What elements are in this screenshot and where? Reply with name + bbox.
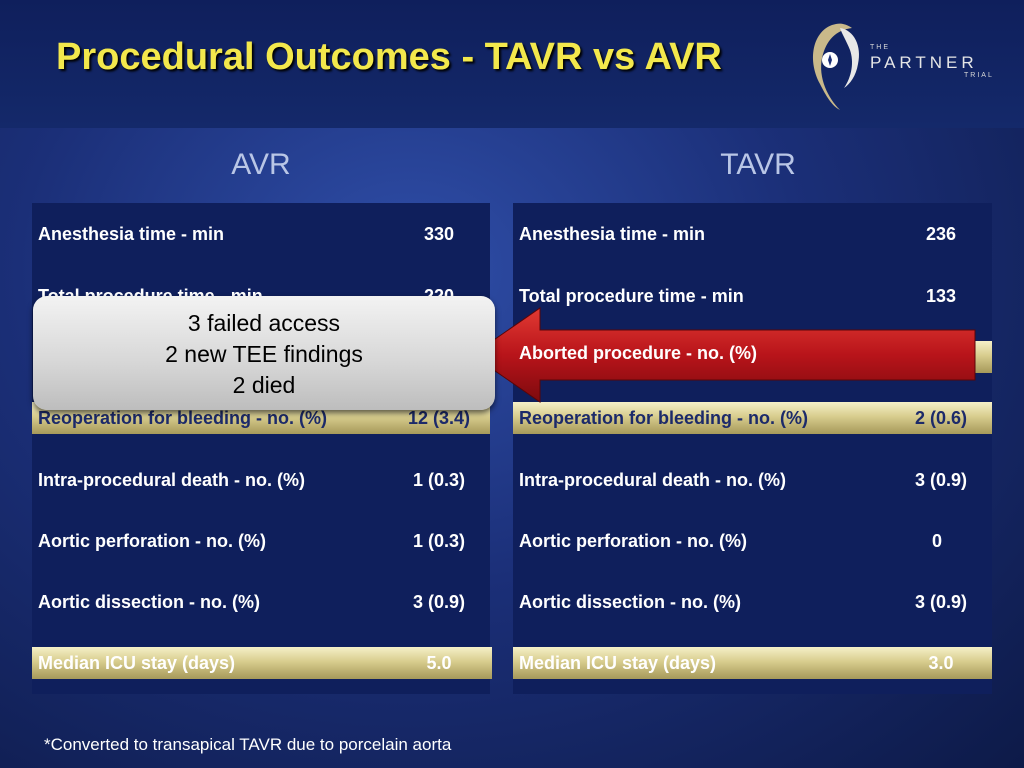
row-label: Aortic perforation - no. (%): [38, 530, 266, 551]
row-label: Reoperation for bleeding - no. (%): [519, 407, 808, 428]
row-value: 330: [423, 223, 455, 244]
aborted-procedure-label: Aborted procedure - no. (%): [519, 343, 757, 363]
table-row: Intra-procedural death - no. (%) 3 (0.9): [513, 464, 992, 496]
row-label: Aortic dissection - no. (%): [519, 591, 742, 612]
row-value: 3 (0.9): [412, 591, 466, 612]
callout-line: 2 new TEE findings: [165, 341, 363, 367]
row-label: Median ICU stay (days): [519, 652, 717, 673]
annotation-callout: 3 failed access 2 new TEE findings 2 die…: [33, 296, 495, 410]
table-row-highlight: Median ICU stay (days) 5.0: [32, 647, 492, 679]
row-value: 5.0: [426, 652, 452, 673]
tavr-table: Anesthesia time - min 236 Total procedur…: [513, 203, 992, 694]
table-row: Anesthesia time - min 236: [513, 218, 992, 250]
logo-trial: TRIAL: [964, 72, 994, 79]
red-arrow: [471, 307, 976, 403]
row-label: Reoperation for bleeding - no. (%): [38, 407, 327, 428]
row-value: 12 (3.4): [407, 407, 471, 428]
table-row: Total procedure time - min 133: [513, 280, 992, 312]
row-value: 3.0: [928, 652, 954, 673]
row-label: Anesthesia time - min: [519, 223, 706, 244]
callout-line: 3 failed access: [187, 310, 341, 336]
row-value: 3 (0.9): [914, 591, 968, 612]
avr-heading: AVR: [231, 148, 291, 181]
table-row: Aortic perforation - no. (%) 1 (0.3): [32, 525, 490, 557]
row-value: 1 (0.3): [412, 469, 466, 490]
row-label: Intra-procedural death - no. (%): [519, 469, 787, 490]
slide-title: Procedural Outcomes - TAVR vs AVR: [56, 36, 722, 78]
row-label: Total procedure time - min: [519, 285, 744, 306]
table-row: Aortic perforation - no. (%) 0: [513, 525, 992, 557]
table-row-highlight: Median ICU stay (days) 3.0: [513, 647, 992, 679]
row-value: 0: [931, 530, 942, 551]
row-value: 3 (0.9): [914, 469, 968, 490]
partner-trial-logo: THE PARTNER TRIAL: [806, 18, 1006, 114]
avr-table: Anesthesia time - min 330 Total procedur…: [32, 203, 492, 694]
table-row: Aortic dissection - no. (%) 3 (0.9): [32, 586, 490, 618]
tavr-heading: TAVR: [720, 148, 796, 181]
logo-the: THE: [870, 44, 890, 51]
table-row: Anesthesia time - min 330: [32, 218, 490, 250]
table-row: Aortic dissection - no. (%) 3 (0.9): [513, 586, 992, 618]
row-value: 236: [925, 223, 957, 244]
row-value: 133: [925, 285, 957, 306]
callout-line: 2 died: [232, 372, 296, 398]
row-label: Intra-procedural death - no. (%): [38, 469, 306, 490]
footnote: *Converted to transapical TAVR due to po…: [44, 735, 452, 754]
partner-logo-icon: [813, 23, 860, 110]
row-label: Median ICU stay (days): [38, 652, 236, 673]
table-row: Intra-procedural death - no. (%) 1 (0.3): [32, 464, 490, 496]
table-row-highlight: Reoperation for bleeding - no. (%) 2 (0.…: [513, 402, 992, 434]
row-label: Aortic perforation - no. (%): [519, 530, 747, 551]
logo-partner: PARTNER: [870, 53, 978, 72]
row-value: 1 (0.3): [412, 530, 466, 551]
row-label: Aortic dissection - no. (%): [38, 591, 261, 612]
row-label: Anesthesia time - min: [38, 223, 225, 244]
row-value: 2 (0.6): [914, 407, 968, 428]
